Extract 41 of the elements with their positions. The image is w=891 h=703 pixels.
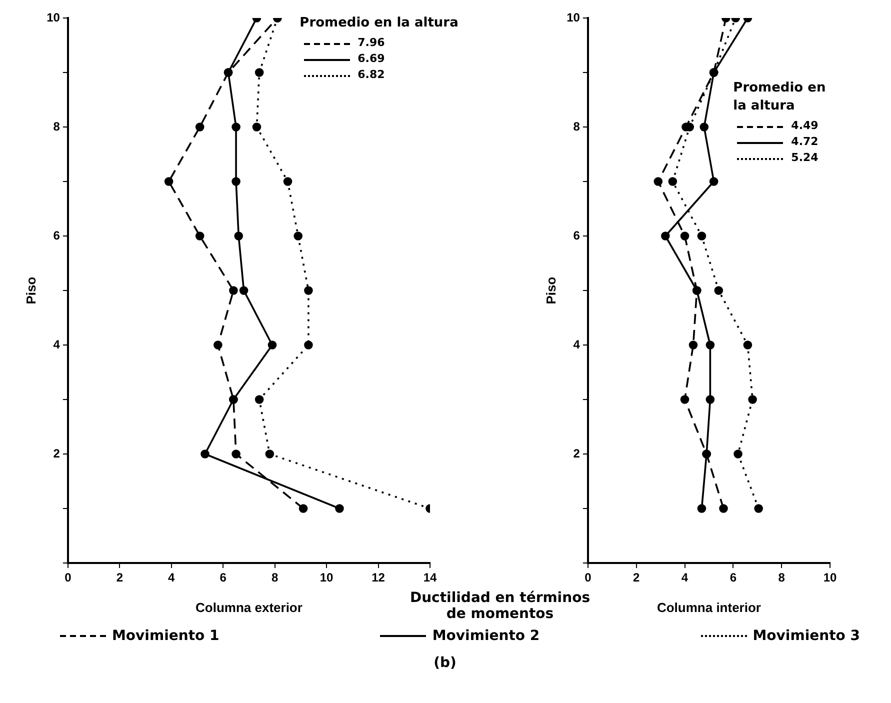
text: (b)	[432, 655, 458, 671]
y-tick-label: 10	[566, 10, 580, 24]
y-tick-label: 6	[573, 228, 580, 242]
x-tick-label: 2	[633, 570, 640, 585]
x-tick-label: 4	[681, 570, 688, 585]
x-axis-title: Columna exterior	[196, 600, 302, 615]
y-axis-title: Piso	[543, 276, 558, 304]
annotation: 6.69	[358, 52, 385, 65]
text: Ductilidad en términos de momentos	[408, 590, 592, 622]
x-tick-label: 14	[423, 570, 437, 585]
y-axis-title: Piso	[23, 276, 38, 304]
x-tick-label: 6	[220, 570, 227, 585]
annotation: 6.82	[358, 68, 385, 81]
annotation: 5.24	[791, 151, 818, 164]
legend-label: Movimiento 3	[752, 628, 860, 644]
y-tick-label: 4	[53, 337, 60, 352]
y-tick-label: 8	[573, 119, 580, 134]
x-tick-label: 0	[584, 570, 592, 585]
x-tick-label: 6	[730, 570, 737, 585]
x-tick-label: 8	[778, 570, 786, 585]
y-tick-label: 2	[573, 446, 580, 460]
annotation: 4.49	[791, 119, 818, 132]
legend-label: Movimiento 2	[432, 628, 540, 644]
x-tick-label: 4	[168, 570, 176, 585]
x-tick-label: 10	[320, 570, 334, 585]
legend-label: Movimiento 1	[112, 628, 220, 644]
legend-title: Promedio en la altura	[300, 15, 458, 30]
y-tick-label: 10	[46, 10, 60, 24]
annotation: 7.96	[358, 36, 385, 49]
y-tick-label: 2	[53, 446, 60, 460]
legend-title: Promedio en la altura	[733, 80, 826, 114]
x-tick-label: 10	[823, 570, 837, 585]
x-axis-title: Columna interior	[656, 600, 761, 615]
x-tick-label: 12	[372, 570, 386, 585]
y-tick-label: 6	[53, 228, 60, 242]
x-tick-label: 0	[64, 570, 72, 585]
annotation: 4.72	[791, 135, 818, 148]
x-tick-label: 8	[271, 570, 278, 585]
y-tick-label: 4	[573, 337, 580, 352]
x-tick-label: 2	[116, 570, 124, 585]
y-tick-label: 8	[53, 119, 60, 134]
